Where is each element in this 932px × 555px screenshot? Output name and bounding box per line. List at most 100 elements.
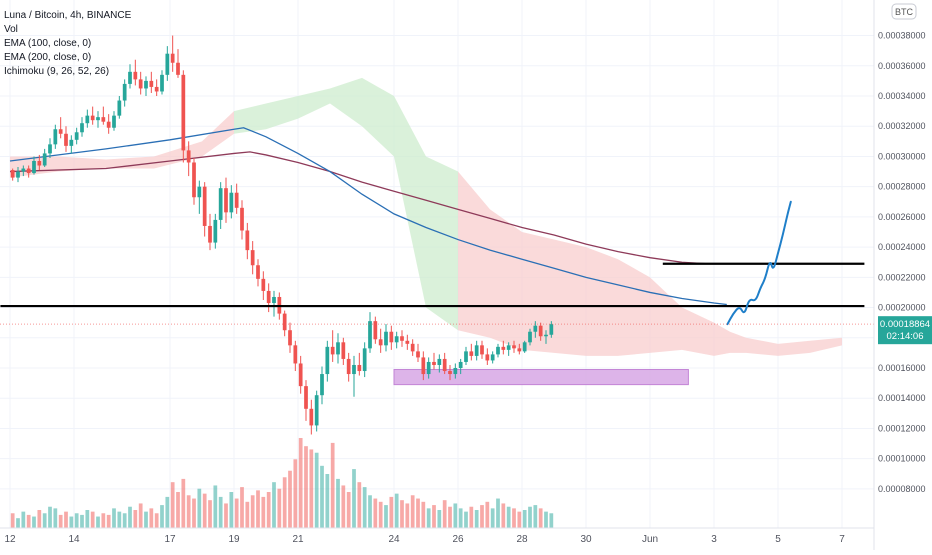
volume-bar (394, 493, 399, 528)
candle-body (149, 80, 154, 87)
price-tick-label: 0.00016000 (878, 363, 926, 373)
candle-body (341, 342, 346, 359)
volume-bar (37, 510, 42, 528)
volume-bars (10, 438, 554, 528)
volume-bar (133, 510, 138, 528)
cloud-segment (730, 331, 746, 353)
candle-body (101, 117, 106, 122)
volume-bar (442, 500, 447, 528)
cloud-segment (330, 77, 362, 127)
candle-body (320, 374, 324, 396)
volume-bar (96, 516, 100, 528)
time-tick-label: 21 (292, 534, 304, 545)
price-tag-countdown: 02:14:06 (887, 331, 924, 342)
price-tick-label: 0.00036000 (878, 61, 926, 71)
volume-bar (90, 511, 95, 528)
volume-bar (74, 513, 79, 528)
price-tick-label: 0.00008000 (878, 484, 926, 494)
time-tick-label: 30 (580, 534, 592, 545)
candle-body (293, 345, 298, 364)
candle-body (314, 395, 319, 426)
time-tick-label: 3 (711, 534, 717, 545)
candle-body (346, 358, 351, 375)
time-tick-label: 12 (4, 534, 16, 545)
legend-ichimoku: Ichimoku (9, 26, 52, 26) (4, 66, 109, 77)
price-tag-value: 0.00018864 (880, 319, 930, 330)
candle-body (426, 361, 431, 375)
ema200-line (9, 151, 708, 265)
candle-body (528, 331, 532, 343)
candle-body (325, 346, 330, 375)
candle-body (501, 346, 506, 350)
candle-body (117, 100, 122, 116)
candle-body (186, 150, 191, 163)
price-tick-label: 0.00034000 (878, 91, 926, 101)
currency-badge[interactable]: BTC (891, 3, 917, 20)
volume-bar (149, 508, 154, 528)
candle-body (512, 345, 516, 349)
volume-bar (490, 508, 495, 528)
volume-bar (378, 501, 383, 528)
volume-bar (272, 482, 276, 528)
volume-bar (160, 505, 164, 528)
candle-body (74, 132, 79, 140)
volume-bar (181, 478, 186, 528)
volume-bar (208, 500, 212, 528)
candle-body (69, 139, 74, 146)
candle-body (170, 53, 175, 63)
candle-body (85, 115, 90, 124)
volume-bar (453, 503, 458, 528)
volume-bar (368, 495, 372, 528)
time-tick-label: 5 (775, 534, 781, 545)
time-tick-label: 14 (68, 534, 80, 545)
ema100-line (9, 127, 727, 306)
candle-body (533, 325, 538, 332)
candle-body (26, 168, 31, 174)
time-tick-label: 24 (388, 534, 400, 545)
candle-body (154, 86, 159, 92)
volume-bar (362, 487, 367, 528)
horizontal-lines[interactable] (0, 262, 865, 308)
cloud-segment (618, 259, 650, 356)
cloud-segment (650, 277, 682, 353)
cloud-segment (106, 156, 154, 169)
volume-bar (32, 516, 36, 528)
volume-bar (528, 506, 532, 528)
price-tick-label: 0.00012000 (878, 423, 926, 433)
candle-body (80, 123, 84, 133)
price-tick-label: 0.00026000 (878, 212, 926, 222)
candle-body (181, 74, 186, 151)
candle-body (469, 351, 474, 356)
candle-body (218, 188, 223, 220)
candle-body (432, 361, 436, 365)
time-tick-label: Jun (642, 534, 658, 545)
volume-bar (16, 518, 20, 528)
volume-bar (256, 490, 260, 528)
cloud-segment (586, 247, 618, 356)
candle-body (64, 133, 68, 146)
candle-body (453, 368, 458, 375)
volume-bar (496, 498, 500, 528)
volume-bar (288, 470, 292, 528)
candle-body (106, 121, 111, 128)
volume-bar (320, 465, 324, 528)
candle-body (229, 192, 234, 213)
volume-bar (42, 513, 47, 528)
price-axis[interactable]: 0.00038000 0.00036000 0.00034000 0.00032000… (873, 0, 926, 550)
candle-body (128, 71, 132, 84)
time-tick-label: 17 (164, 534, 176, 545)
candle-body (202, 186, 207, 226)
price-tick-label: 0.00010000 (878, 454, 926, 464)
candle-body (176, 62, 180, 75)
candle-body (378, 339, 383, 346)
candle-body (282, 313, 287, 331)
candle-body (32, 160, 36, 174)
projection-path[interactable] (726, 200, 792, 326)
time-axis[interactable]: 12 14 17 19 21 24 26 28 30 Jun 3 5 7 (0, 527, 874, 545)
volume-bar (501, 503, 506, 528)
volume-bar (309, 449, 314, 528)
candle-body (197, 186, 202, 198)
candle-body (112, 115, 116, 128)
